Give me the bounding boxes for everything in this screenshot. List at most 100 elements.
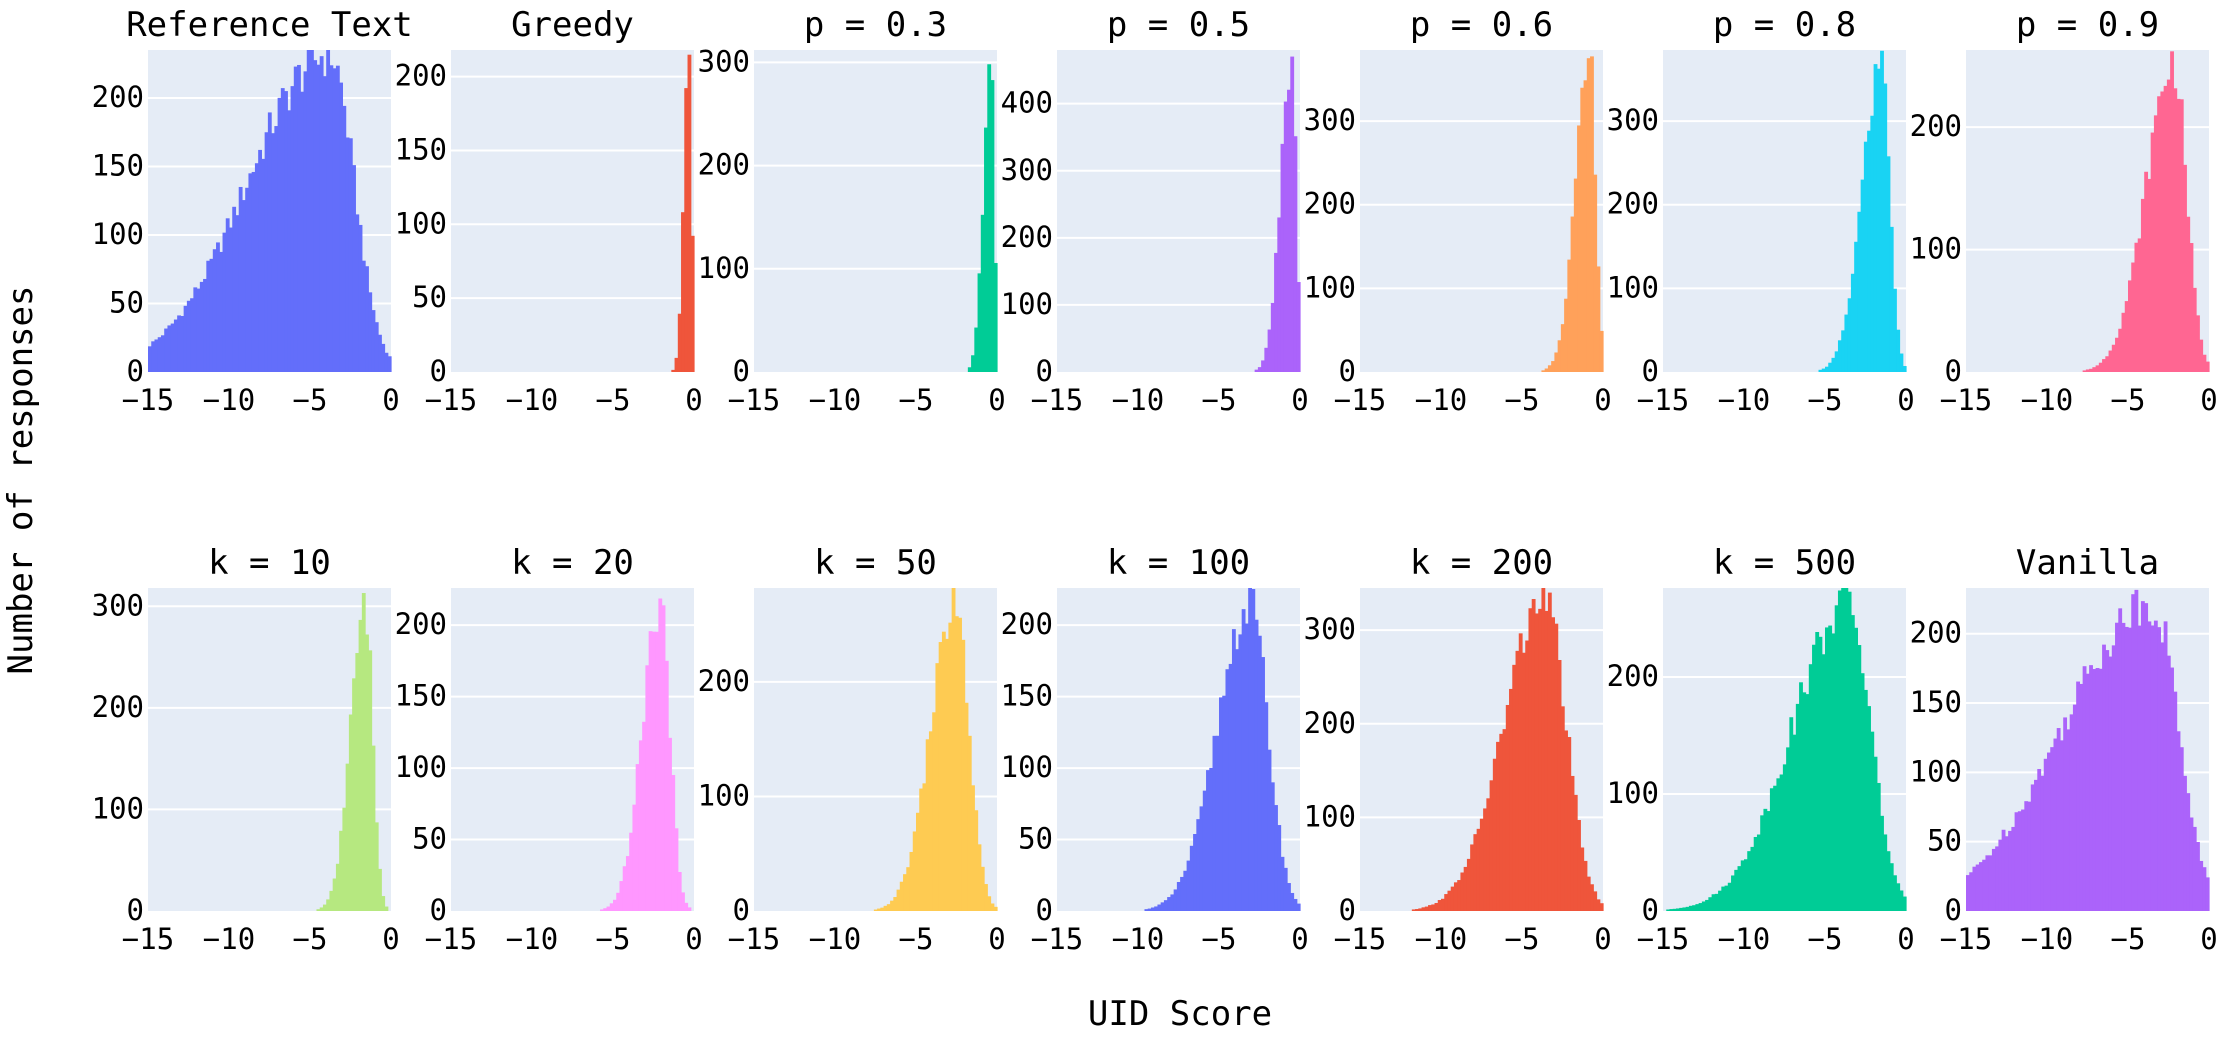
histogram-bar xyxy=(1144,909,1149,911)
histogram-bar xyxy=(1792,734,1797,911)
y-tick-label: 200 xyxy=(395,59,447,93)
histogram-bar xyxy=(2128,280,2132,372)
histogram-bar xyxy=(1547,592,1552,911)
histogram-bar xyxy=(1290,56,1295,372)
histogram-bar xyxy=(332,878,337,911)
histogram-bar xyxy=(245,187,250,372)
histogram-bar xyxy=(1837,590,1842,911)
histogram-bar xyxy=(1421,907,1426,911)
histogram-bar xyxy=(329,65,334,372)
histogram-bar xyxy=(2072,704,2077,911)
histogram-bar xyxy=(2095,365,2100,372)
y-tick-label: 150 xyxy=(1910,685,1962,719)
histogram-bar xyxy=(1280,143,1285,372)
y-tick-label: 100 xyxy=(1001,287,1053,321)
histogram-bar xyxy=(632,804,637,911)
histogram-bar xyxy=(2092,367,2097,372)
histogram-bar xyxy=(613,899,617,911)
histogram-bar xyxy=(1411,909,1416,911)
histogram-bar xyxy=(339,82,343,372)
histogram-bar xyxy=(1460,872,1465,911)
histogram-bar xyxy=(300,91,305,372)
subplot-title: k = 100 xyxy=(1107,543,1250,583)
histogram-bar xyxy=(381,343,386,372)
y-tick-label: 100 xyxy=(1001,750,1053,784)
histogram-bar xyxy=(1228,663,1233,911)
histogram-bar xyxy=(365,266,369,372)
histogram-bar xyxy=(1773,785,1777,911)
y-tick-label: 200 xyxy=(698,664,750,698)
x-tick-label: −10 xyxy=(809,922,861,956)
histogram-bar xyxy=(1701,901,1706,911)
histogram-bar xyxy=(2105,650,2110,911)
histogram-bar xyxy=(1753,836,1758,911)
histogram-bar xyxy=(1795,703,1800,911)
histogram-bar xyxy=(1551,617,1555,911)
histogram-bar xyxy=(1522,652,1526,911)
histogram-bar xyxy=(629,832,634,911)
histogram-bar xyxy=(1666,909,1671,911)
histogram-bar xyxy=(2053,738,2058,911)
subplot-title: k = 20 xyxy=(511,543,634,583)
histogram-bar xyxy=(1189,845,1194,911)
histogram-bar xyxy=(326,50,331,372)
x-tick-label: 0 xyxy=(1897,383,1914,417)
histogram-bar xyxy=(1808,664,1813,911)
histogram-bar xyxy=(267,112,272,372)
histogram-bar xyxy=(322,76,327,373)
histogram-bar xyxy=(352,165,356,372)
histogram-bar xyxy=(1769,788,1774,911)
histogram-bar xyxy=(361,260,366,372)
histogram-bar xyxy=(225,218,230,372)
histogram-bar xyxy=(1437,900,1442,911)
histogram-bar xyxy=(2121,312,2126,372)
histogram-bar xyxy=(1889,863,1894,911)
histogram-bar xyxy=(1450,886,1455,911)
histogram-bar xyxy=(238,186,243,372)
histogram-bar xyxy=(1969,872,1974,911)
histogram-bar xyxy=(241,200,246,372)
histogram-bar xyxy=(167,325,172,372)
histogram-bar xyxy=(1972,866,1977,911)
histogram-bar xyxy=(293,66,298,373)
histogram-bar xyxy=(290,86,295,372)
x-tick-label: −5 xyxy=(1505,922,1540,956)
histogram-bar xyxy=(928,731,933,911)
x-tick-label: −10 xyxy=(2021,922,2073,956)
x-tick-label: −5 xyxy=(596,383,631,417)
histogram-bar xyxy=(1225,669,1230,911)
histogram-bar xyxy=(2124,626,2129,911)
y-tick-label: 300 xyxy=(698,44,750,78)
histogram-bar xyxy=(2085,369,2090,372)
histogram-bar xyxy=(1596,266,1601,372)
y-tick-label: 0 xyxy=(127,354,144,388)
histogram-bar xyxy=(177,315,181,372)
y-tick-label: 200 xyxy=(698,148,750,182)
histogram-bar xyxy=(2014,812,2019,911)
histogram-bar xyxy=(193,287,198,372)
histogram-bar xyxy=(1847,591,1852,911)
histogram-bar xyxy=(1863,689,1868,911)
histogram-bar xyxy=(1551,361,1555,372)
x-tick-label: −15 xyxy=(1940,922,1992,956)
x-tick-label: 0 xyxy=(1594,383,1611,417)
histogram-bar xyxy=(1479,818,1484,911)
histogram-bar xyxy=(2115,337,2119,372)
histogram-bar xyxy=(232,206,237,372)
histogram-bar xyxy=(2153,620,2158,911)
histogram-bar xyxy=(1675,908,1680,911)
y-tick-label: 50 xyxy=(412,822,447,856)
histogram-bar xyxy=(2179,747,2184,911)
histogram-bar xyxy=(1238,634,1243,911)
histogram-bar xyxy=(1424,906,1429,911)
y-tick-label: 100 xyxy=(1607,776,1659,810)
x-tick-label: −15 xyxy=(1637,383,1689,417)
y-tick-label: 50 xyxy=(412,280,447,314)
y-tick-label: 200 xyxy=(92,80,144,114)
histogram-bar xyxy=(2160,642,2165,911)
histogram-bar xyxy=(1212,735,1217,911)
histogram-bar xyxy=(2040,775,2045,911)
x-tick-label: −10 xyxy=(203,383,255,417)
histogram-bar xyxy=(1831,357,1836,372)
histogram-bar xyxy=(1512,664,1517,911)
